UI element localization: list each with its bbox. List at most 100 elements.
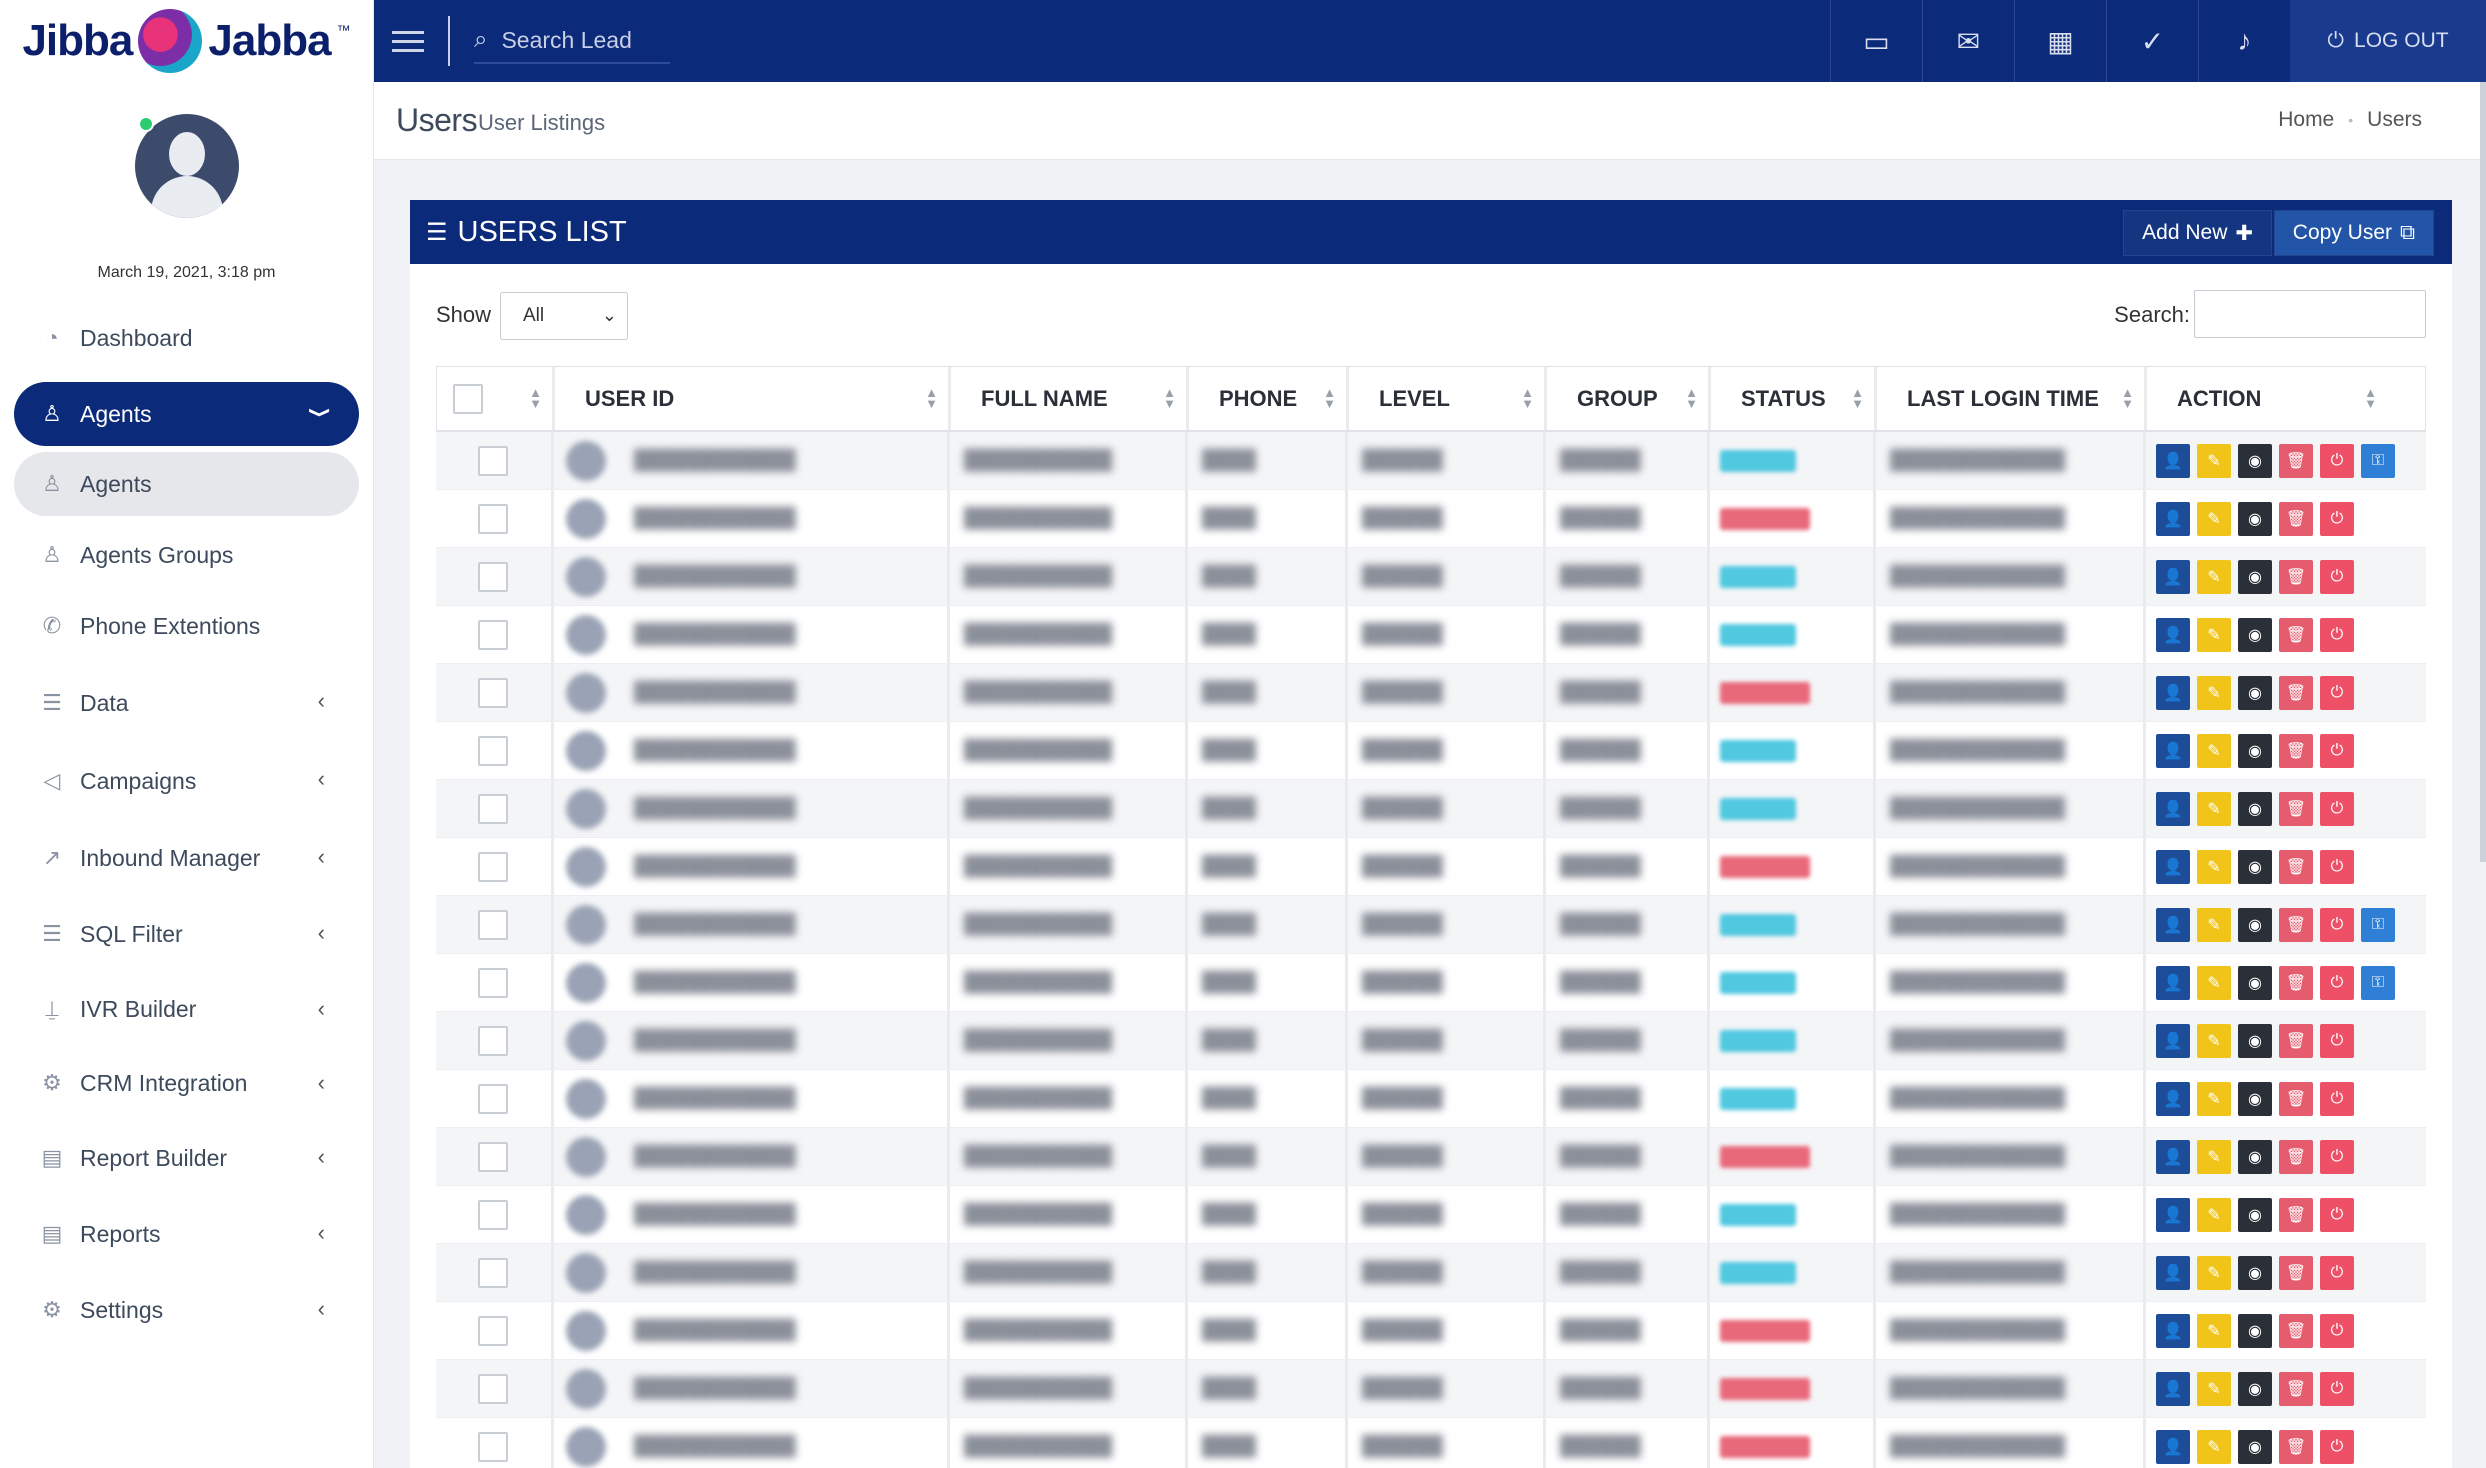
- row-checkbox[interactable]: [478, 677, 508, 708]
- column-header-action[interactable]: ACTION ▲ ▼: [2147, 367, 2387, 430]
- view-profile-button[interactable]: 👤: [2156, 1313, 2190, 1348]
- mail-icon[interactable]: ✉: [1922, 0, 2014, 82]
- edit-button[interactable]: ✎: [2197, 443, 2231, 478]
- table-search-input[interactable]: [2194, 290, 2426, 338]
- sidebar-subitem-agents[interactable]: ♙ Agents: [14, 452, 359, 516]
- edit-button[interactable]: ✎: [2197, 1197, 2231, 1232]
- status-button[interactable]: ◉: [2238, 617, 2272, 652]
- edit-button[interactable]: ✎: [2197, 501, 2231, 536]
- key-button[interactable]: ⚿: [2361, 965, 2395, 1000]
- brand-logo[interactable]: Jibba Jabba ™: [0, 0, 373, 82]
- edit-button[interactable]: ✎: [2197, 791, 2231, 826]
- edit-button[interactable]: ✎: [2197, 675, 2231, 710]
- status-button[interactable]: ◉: [2238, 1313, 2272, 1348]
- row-checkbox[interactable]: [478, 851, 508, 882]
- status-button[interactable]: ◉: [2238, 1429, 2272, 1464]
- column-header-phone[interactable]: PHONE ▲ ▼: [1189, 367, 1349, 430]
- disable-button[interactable]: ⏻: [2320, 1023, 2354, 1058]
- row-checkbox[interactable]: [478, 909, 508, 940]
- status-button[interactable]: ◉: [2238, 1255, 2272, 1290]
- breadcrumb-home[interactable]: Home: [2278, 108, 2335, 131]
- view-profile-button[interactable]: 👤: [2156, 907, 2190, 942]
- view-profile-button[interactable]: 👤: [2156, 675, 2190, 710]
- column-header-status[interactable]: STATUS ▲ ▼: [1711, 367, 1877, 430]
- disable-button[interactable]: ⏻: [2320, 791, 2354, 826]
- disable-button[interactable]: ⏻: [2320, 965, 2354, 1000]
- column-header-user-id[interactable]: USER ID ▲ ▼: [555, 367, 951, 430]
- disable-button[interactable]: ⏻: [2320, 675, 2354, 710]
- status-button[interactable]: ◉: [2238, 501, 2272, 536]
- delete-button[interactable]: 🗑: [2279, 501, 2313, 536]
- view-profile-button[interactable]: 👤: [2156, 1197, 2190, 1232]
- status-button[interactable]: ◉: [2238, 733, 2272, 768]
- view-profile-button[interactable]: 👤: [2156, 443, 2190, 478]
- add-new-button[interactable]: Add New ✚: [2123, 210, 2272, 256]
- view-profile-button[interactable]: 👤: [2156, 1429, 2190, 1464]
- show-entries-select[interactable]: All ⌄: [500, 292, 628, 340]
- row-checkbox[interactable]: [478, 1025, 508, 1056]
- disable-button[interactable]: ⏻: [2320, 559, 2354, 594]
- delete-button[interactable]: 🗑: [2279, 1429, 2313, 1464]
- row-checkbox[interactable]: [478, 1373, 508, 1404]
- view-profile-button[interactable]: 👤: [2156, 965, 2190, 1000]
- delete-button[interactable]: 🗑: [2279, 1197, 2313, 1232]
- view-profile-button[interactable]: 👤: [2156, 1023, 2190, 1058]
- chat-icon[interactable]: ▭: [1830, 0, 1922, 82]
- select-all-header[interactable]: ▲ ▼: [437, 367, 555, 430]
- view-profile-button[interactable]: 👤: [2156, 1371, 2190, 1406]
- delete-button[interactable]: 🗑: [2279, 443, 2313, 478]
- row-checkbox[interactable]: [478, 619, 508, 650]
- edit-button[interactable]: ✎: [2197, 1255, 2231, 1290]
- status-button[interactable]: ◉: [2238, 1371, 2272, 1406]
- status-button[interactable]: ◉: [2238, 1139, 2272, 1174]
- disable-button[interactable]: ⏻: [2320, 1429, 2354, 1464]
- sidebar-item-settings[interactable]: ⚙ Settings ‹: [0, 1272, 373, 1348]
- menu-toggle-icon[interactable]: [374, 0, 442, 82]
- edit-button[interactable]: ✎: [2197, 907, 2231, 942]
- view-profile-button[interactable]: 👤: [2156, 559, 2190, 594]
- view-profile-button[interactable]: 👤: [2156, 617, 2190, 652]
- status-button[interactable]: ◉: [2238, 965, 2272, 1000]
- disable-button[interactable]: ⏻: [2320, 1313, 2354, 1348]
- edit-button[interactable]: ✎: [2197, 1371, 2231, 1406]
- edit-button[interactable]: ✎: [2197, 1429, 2231, 1464]
- copy-user-button[interactable]: Copy User ⧉: [2273, 210, 2434, 256]
- disable-button[interactable]: ⏻: [2320, 443, 2354, 478]
- select-all-checkbox[interactable]: [453, 383, 483, 414]
- disable-button[interactable]: ⏻: [2320, 1197, 2354, 1232]
- delete-button[interactable]: 🗑: [2279, 1023, 2313, 1058]
- delete-button[interactable]: 🗑: [2279, 1255, 2313, 1290]
- sidebar-item-report-builder[interactable]: ▤ Report Builder ‹: [0, 1120, 373, 1196]
- view-profile-button[interactable]: 👤: [2156, 733, 2190, 768]
- delete-button[interactable]: 🗑: [2279, 1313, 2313, 1348]
- edit-button[interactable]: ✎: [2197, 1139, 2231, 1174]
- status-button[interactable]: ◉: [2238, 1023, 2272, 1058]
- page-scrollbar[interactable]: [2480, 82, 2486, 862]
- delete-button[interactable]: 🗑: [2279, 907, 2313, 942]
- sidebar-item-agents[interactable]: ♙ Agents ❯: [14, 382, 359, 446]
- row-checkbox[interactable]: [478, 1083, 508, 1114]
- view-profile-button[interactable]: 👤: [2156, 1255, 2190, 1290]
- disable-button[interactable]: ⏻: [2320, 1371, 2354, 1406]
- edit-button[interactable]: ✎: [2197, 849, 2231, 884]
- sidebar-item-inbound-manager[interactable]: ↗ Inbound Manager ‹: [0, 820, 373, 896]
- status-button[interactable]: ◉: [2238, 849, 2272, 884]
- status-button[interactable]: ◉: [2238, 1081, 2272, 1116]
- row-checkbox[interactable]: [478, 1315, 508, 1346]
- view-profile-button[interactable]: 👤: [2156, 791, 2190, 826]
- sidebar-item-data[interactable]: ☰ Data ‹: [0, 664, 373, 742]
- delete-button[interactable]: 🗑: [2279, 1139, 2313, 1174]
- row-checkbox[interactable]: [478, 735, 508, 766]
- column-header-full-name[interactable]: FULL NAME ▲ ▼: [951, 367, 1189, 430]
- disable-button[interactable]: ⏻: [2320, 1081, 2354, 1116]
- sidebar-item-reports[interactable]: ▤ Reports ‹: [0, 1196, 373, 1272]
- user-avatar-wrap[interactable]: [134, 114, 239, 218]
- delete-button[interactable]: 🗑: [2279, 1371, 2313, 1406]
- sidebar-subitem-agents-groups[interactable]: ♙ Agents Groups: [0, 522, 373, 588]
- view-profile-button[interactable]: 👤: [2156, 1081, 2190, 1116]
- delete-button[interactable]: 🗑: [2279, 733, 2313, 768]
- disable-button[interactable]: ⏻: [2320, 849, 2354, 884]
- sidebar-item-sql-filter[interactable]: ☰ SQL Filter ‹: [0, 896, 373, 972]
- row-checkbox[interactable]: [478, 445, 508, 476]
- key-button[interactable]: ⚿: [2361, 443, 2395, 478]
